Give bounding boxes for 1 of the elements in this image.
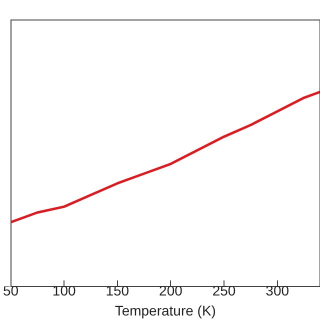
x-axis-title: Temperature (K) [114, 302, 216, 318]
